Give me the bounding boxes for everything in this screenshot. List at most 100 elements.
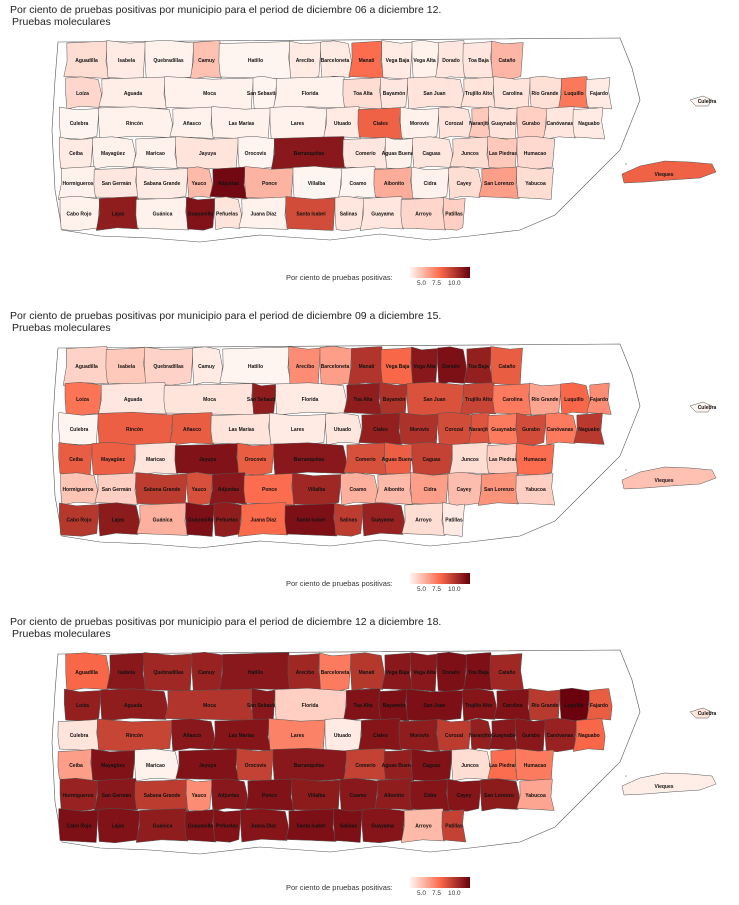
municipality-region: Patillas (442, 502, 465, 537)
municipality-shape (621, 772, 717, 796)
municipality-label: Gurabo (522, 427, 540, 433)
municipality-region: Peñuelas (213, 808, 242, 843)
municipality-region: Juncos (451, 748, 491, 782)
municipality-region: Coamo (337, 166, 379, 200)
municipality-shape (252, 382, 277, 416)
municipality-shape (411, 748, 453, 782)
municipality-shape (585, 77, 613, 110)
map-subtitle: Pruebas moleculares (12, 322, 111, 334)
municipality-region: Añasco (168, 412, 216, 446)
municipality-shape (186, 778, 213, 812)
municipality-region: Villalba (291, 778, 341, 812)
municipality-label: San Germán (102, 793, 131, 799)
municipality-region: Arecibo (287, 653, 323, 692)
municipality-region: Aguadilla (65, 652, 110, 692)
municipality-label: Quebradillas (153, 58, 184, 64)
municipality-label: Barranquitas (294, 457, 325, 463)
municipality-shape (358, 412, 403, 445)
municipality-region: Guayanilla (184, 809, 217, 843)
municipality-label: San Sebastián (247, 397, 281, 403)
municipality-label: Villalba (308, 487, 326, 493)
municipality-label: Cidra (424, 487, 437, 493)
municipality-label: Aguas Buenas (382, 763, 417, 769)
municipality-shape (285, 808, 337, 842)
municipality-label: Hormigueros (62, 487, 93, 493)
municipality-label: Aguas Buenas (382, 457, 417, 463)
municipality-region: Yauco (186, 471, 214, 507)
municipality-region: Yauco (187, 166, 213, 200)
municipality-label: Aguadilla (75, 670, 98, 676)
municipality-label: Peñuelas (216, 518, 238, 524)
municipality-shape (136, 502, 189, 536)
municipality-label: Toa Baja (468, 364, 489, 370)
municipality-label: Humacao (524, 763, 547, 769)
municipality-shape (269, 412, 327, 446)
municipality-label: Cayey (457, 487, 472, 493)
municipality-region: Moca (164, 688, 255, 721)
municipality-shape (57, 166, 99, 200)
municipality-label: Lajas (112, 824, 125, 830)
municipality-label: Juana Díaz (250, 212, 277, 218)
municipality-region: Camuy (192, 346, 223, 386)
municipality-label: Yauco (192, 487, 207, 493)
municipality-shape (689, 95, 713, 107)
municipality-region: Barceloneta (319, 652, 352, 692)
municipality-region: Carolina (492, 383, 533, 416)
municipality-shape (459, 382, 498, 416)
municipality-region: Vega Alta (411, 346, 439, 386)
municipality-region: Adjuntas (209, 166, 248, 199)
municipality-shape (411, 166, 450, 200)
municipality-region: Hatillo (218, 41, 293, 80)
municipality-shape (491, 40, 524, 80)
municipality-shape (357, 107, 404, 140)
municipality-region: Santa Isabel (284, 503, 338, 537)
municipality-label: Isabela (118, 58, 135, 64)
municipality-region: Dorado (436, 651, 468, 693)
color-legend: Por ciento de pruebas positivas: 5.0 7.5… (286, 875, 486, 905)
municipality-label: Toa Alta (353, 91, 372, 97)
municipality-label: Cataño (499, 58, 516, 64)
municipality-region: Caguas (411, 441, 454, 477)
municipality-region: Naranjito (469, 718, 492, 752)
municipality-region: Humacao (516, 135, 556, 171)
municipality-region: Mayagüez (92, 136, 136, 170)
municipality-label: Hatillo (248, 364, 263, 370)
municipality-shape (557, 76, 591, 110)
municipality-region: San Sebastián (247, 382, 281, 416)
municipality-label: Culebra (70, 427, 89, 433)
municipality-label: Juncos (461, 763, 479, 769)
municipality-label: Guayama (371, 518, 394, 524)
municipality-region: Bayamón (379, 382, 408, 416)
municipality-label: Culebra (70, 733, 89, 739)
municipality-label: Jayuya (199, 151, 216, 157)
municipality-region: Yabucoa (516, 778, 555, 811)
municipality-shape (132, 136, 179, 169)
municipality-region: Rincón (98, 106, 173, 140)
municipality-region: Juana Díaz (237, 502, 290, 537)
municipality-region: Cayey (447, 471, 483, 507)
municipality-label: Culebra (698, 405, 717, 411)
municipality-shape (462, 688, 497, 722)
municipality-label: Carolina (502, 397, 522, 403)
municipality-region: Corozal (438, 106, 472, 140)
municipality-label: Florida (302, 91, 319, 97)
municipality-label: Caguas (422, 457, 440, 463)
municipality-region: Caguas (411, 748, 453, 782)
municipality-region: Rincón (97, 718, 173, 752)
municipality-label: Comerío (355, 763, 375, 769)
municipality-label: Cayey (457, 181, 472, 187)
municipality-region: Barranquitas (270, 136, 348, 170)
municipality-region: Sabana Grande (134, 779, 190, 812)
municipality-region: Cabo Rojo (58, 808, 99, 843)
municipality-region: Santa Isabel (285, 196, 336, 231)
municipality-shape (350, 652, 385, 692)
municipality-shape (572, 107, 606, 140)
municipality-label: Cabo Rojo (67, 212, 92, 218)
municipality-label: Ceiba (69, 457, 83, 463)
municipality-region: Lares (268, 718, 326, 752)
municipality-label: Vega Baja (386, 670, 410, 676)
legend-tick: 10.0 (448, 586, 461, 593)
municipality-label: Aguada (124, 397, 143, 403)
municipality-region: Cabo Rojo (59, 195, 101, 232)
municipality-region: Arecibo (288, 346, 321, 386)
